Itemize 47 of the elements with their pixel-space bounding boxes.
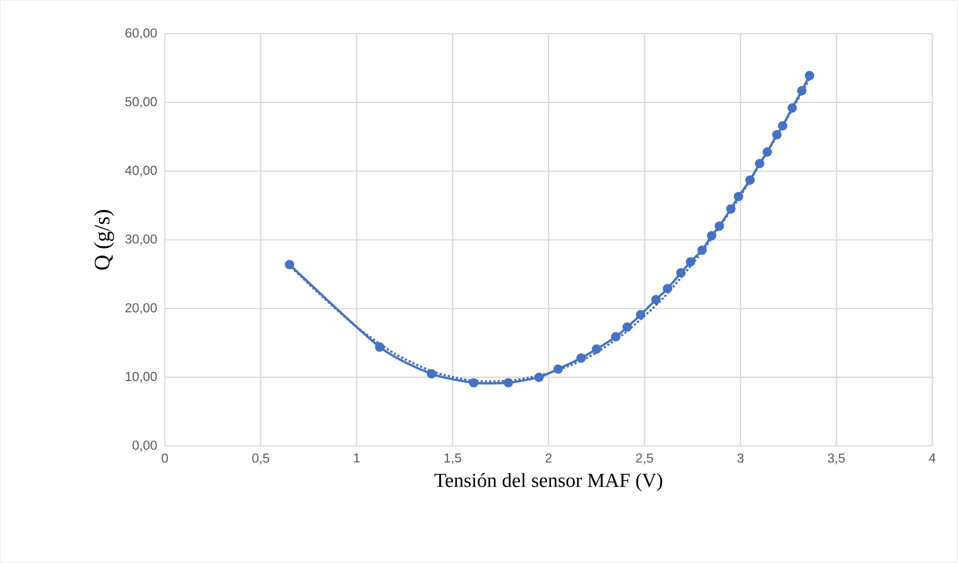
y-tick-label: 30,00: [125, 234, 157, 246]
point: [686, 257, 696, 267]
x-tick-label: 3,5: [828, 454, 845, 464]
x-tick-label: 4: [928, 454, 936, 463]
point: [714, 222, 724, 231]
y-tick-label: 40,00: [125, 166, 157, 177]
point: [592, 344, 602, 354]
point: [662, 284, 672, 294]
y-tick-label: 20,00: [126, 303, 157, 314]
point: [504, 378, 513, 388]
point: [676, 268, 686, 278]
point: [611, 332, 620, 342]
y-tick-label: 60,00: [126, 28, 157, 40]
x-tick-label: 3: [737, 454, 744, 463]
point: [651, 295, 661, 304]
y-tick-label: 50,00: [125, 97, 157, 108]
point: [469, 378, 478, 388]
point: [375, 342, 384, 352]
point: [576, 353, 586, 363]
point: [697, 246, 707, 255]
point: [636, 310, 646, 320]
y-axis-title: Q (g/s): [94, 210, 114, 270]
point: [804, 71, 814, 80]
point: [762, 147, 772, 157]
x-axis-title: Tensión del sensor MAF (V): [434, 473, 662, 492]
x-tick-label: 1,5: [444, 454, 462, 464]
point: [778, 121, 788, 131]
point: [706, 231, 716, 241]
point: [534, 372, 544, 382]
point: [745, 175, 755, 185]
point: [797, 86, 807, 96]
x-tick-label: 2: [546, 454, 552, 463]
point: [284, 260, 294, 270]
point: [726, 204, 736, 214]
point: [734, 192, 744, 202]
x-tick-label: 2,5: [636, 454, 653, 464]
x-tick-label: 1: [354, 454, 360, 463]
point: [426, 369, 436, 379]
point: [772, 130, 782, 140]
x-tick-label: 0: [162, 454, 168, 463]
point: [754, 159, 764, 168]
x-tick-label: 0,5: [252, 454, 270, 464]
point: [553, 364, 563, 374]
point: [788, 103, 797, 113]
y-tick-label: 10,00: [126, 372, 157, 383]
point: [622, 322, 632, 332]
y-tick-label: 0,00: [132, 440, 157, 452]
